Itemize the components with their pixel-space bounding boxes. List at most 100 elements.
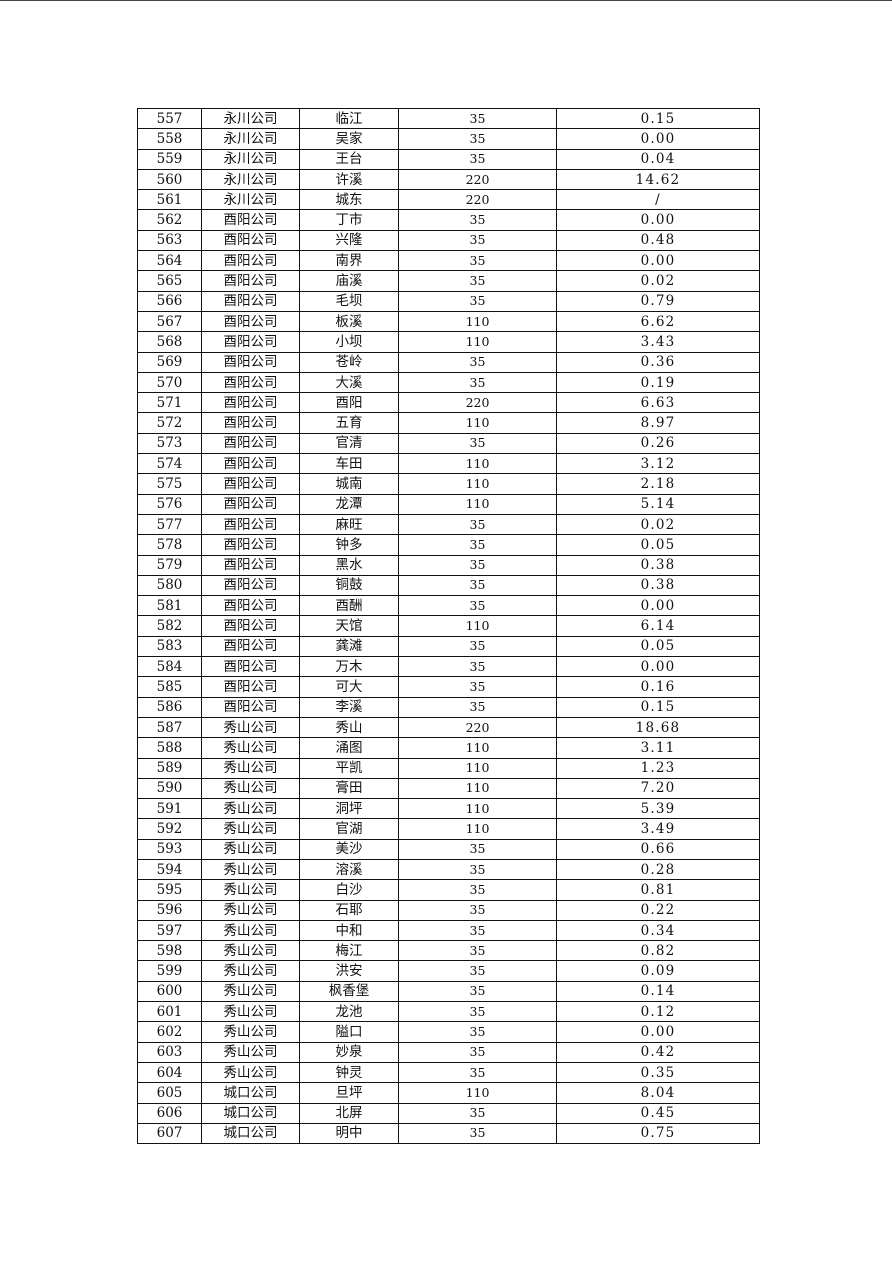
value-cell: 0.00 <box>556 250 760 272</box>
table-row: 577 酉阳公司 麻旺 35 0.02 <box>137 513 760 536</box>
data-table: 557 永川公司 临江 35 0.15 558 永川公司 吴家 35 0.00 559 永川公司 王台 3… <box>137 107 760 1145</box>
row-number-cell: 568 <box>137 331 202 353</box>
row-number-cell: 585 <box>137 676 202 698</box>
value-cell: 2.18 <box>556 473 760 495</box>
voltage-level-cell: 35 <box>398 656 557 678</box>
table-row: 586 酉阳公司 李溪 35 0.15 <box>137 696 760 718</box>
company-cell: 酉阳公司 <box>201 676 300 698</box>
company-cell: 秀山公司 <box>201 879 300 901</box>
voltage-level-cell: 35 <box>398 635 557 658</box>
row-number-cell: 571 <box>137 392 202 414</box>
table-row: 569 酉阳公司 苍岭 35 0.36 <box>137 351 760 373</box>
value-cell: 0.26 <box>556 432 760 455</box>
table-row: 568 酉阳公司 小坝 110 3.43 <box>137 331 760 353</box>
company-cell: 酉阳公司 <box>201 453 300 475</box>
substation-cell: 万木 <box>299 656 399 678</box>
value-cell: 0.02 <box>556 513 760 536</box>
table-row: 595 秀山公司 白沙 35 0.81 <box>137 879 760 901</box>
row-number-cell: 576 <box>137 493 202 515</box>
company-cell: 秀山公司 <box>201 1061 300 1084</box>
value-cell: 0.34 <box>556 919 760 942</box>
company-cell: 秀山公司 <box>201 919 300 942</box>
row-number-cell: 565 <box>137 270 202 292</box>
value-cell: 0.15 <box>556 696 760 718</box>
voltage-level-cell: 220 <box>398 716 557 739</box>
company-cell: 酉阳公司 <box>201 351 300 373</box>
company-cell: 秀山公司 <box>201 838 300 860</box>
company-cell: 城口公司 <box>201 1082 300 1104</box>
row-number-cell: 599 <box>137 960 202 982</box>
company-cell: 酉阳公司 <box>201 432 300 455</box>
row-number-cell: 574 <box>137 453 202 475</box>
value-cell: 7.20 <box>556 777 760 800</box>
substation-cell: 洪安 <box>299 960 399 982</box>
voltage-level-cell: 35 <box>398 148 557 170</box>
voltage-level-cell: 35 <box>398 209 557 231</box>
substation-cell: 官湖 <box>299 818 399 840</box>
substation-cell: 黑水 <box>299 554 399 576</box>
value-cell: 0.36 <box>556 351 760 373</box>
table-row: 607 城口公司 明中 35 0.75 <box>137 1122 760 1145</box>
substation-cell: 小坝 <box>299 331 399 353</box>
value-cell: 3.43 <box>556 331 760 353</box>
row-number-cell: 563 <box>137 229 202 252</box>
row-number-cell: 586 <box>137 696 202 718</box>
voltage-level-cell: 110 <box>398 757 557 779</box>
table-row: 597 秀山公司 中和 35 0.34 <box>137 919 760 942</box>
company-cell: 酉阳公司 <box>201 290 300 312</box>
value-cell: 0.00 <box>556 1021 760 1043</box>
company-cell: 酉阳公司 <box>201 270 300 292</box>
row-number-cell: 592 <box>137 818 202 840</box>
row-number-cell: 580 <box>137 574 202 597</box>
value-cell: 0.02 <box>556 270 760 292</box>
voltage-level-cell: 35 <box>398 960 557 982</box>
company-cell: 酉阳公司 <box>201 229 300 252</box>
substation-cell: 涌图 <box>299 737 399 759</box>
substation-cell: 麻旺 <box>299 513 399 536</box>
company-cell: 秀山公司 <box>201 737 300 759</box>
company-cell: 秀山公司 <box>201 960 300 982</box>
row-number-cell: 605 <box>137 1082 202 1104</box>
row-number-cell: 559 <box>137 148 202 170</box>
row-number-cell: 594 <box>137 858 202 881</box>
value-cell: 0.28 <box>556 858 760 881</box>
table-row: 600 秀山公司 枫香堡 35 0.14 <box>137 980 760 1003</box>
company-cell: 永川公司 <box>201 189 300 211</box>
company-cell: 酉阳公司 <box>201 371 300 394</box>
substation-cell: 天馆 <box>299 615 399 637</box>
voltage-level-cell: 35 <box>398 351 557 373</box>
company-cell: 永川公司 <box>201 128 300 150</box>
row-number-cell: 598 <box>137 940 202 962</box>
table-row: 606 城口公司 北屏 35 0.45 <box>137 1102 760 1124</box>
value-cell: 0.00 <box>556 209 760 231</box>
table-row: 561 永川公司 城东 220/ <box>137 189 760 211</box>
voltage-level-cell: 220 <box>398 189 557 211</box>
value-cell: 0.05 <box>556 635 760 658</box>
table-row: 580 酉阳公司 铜鼓 35 0.38 <box>137 574 760 597</box>
voltage-level-cell: 35 <box>398 696 557 718</box>
substation-cell: 酉阳 <box>299 392 399 414</box>
row-number-cell: 589 <box>137 757 202 779</box>
table-row: 576 酉阳公司 龙潭 110 5.14 <box>137 493 760 515</box>
table-row: 601 秀山公司 龙池 35 0.12 <box>137 1001 760 1023</box>
substation-cell: 隘口 <box>299 1021 399 1043</box>
value-cell: 6.63 <box>556 392 760 414</box>
value-cell: 0.00 <box>556 595 760 617</box>
company-cell: 酉阳公司 <box>201 209 300 231</box>
company-cell: 秀山公司 <box>201 940 300 962</box>
row-number-cell: 575 <box>137 473 202 495</box>
table-row: 585 酉阳公司 可大 35 0.16 <box>137 676 760 698</box>
row-number-cell: 583 <box>137 635 202 658</box>
row-number-cell: 604 <box>137 1061 202 1084</box>
voltage-level-cell: 110 <box>398 412 557 434</box>
row-number-cell: 560 <box>137 168 202 191</box>
row-number-cell: 566 <box>137 290 202 312</box>
value-cell: 0.38 <box>556 574 760 597</box>
company-cell: 酉阳公司 <box>201 554 300 576</box>
value-cell: 0.15 <box>556 107 760 130</box>
row-number-cell: 564 <box>137 250 202 272</box>
value-cell: 3.12 <box>556 453 760 475</box>
substation-cell: 板溪 <box>299 310 399 333</box>
value-cell: 0.09 <box>556 960 760 982</box>
substation-cell: 妙泉 <box>299 1041 399 1063</box>
